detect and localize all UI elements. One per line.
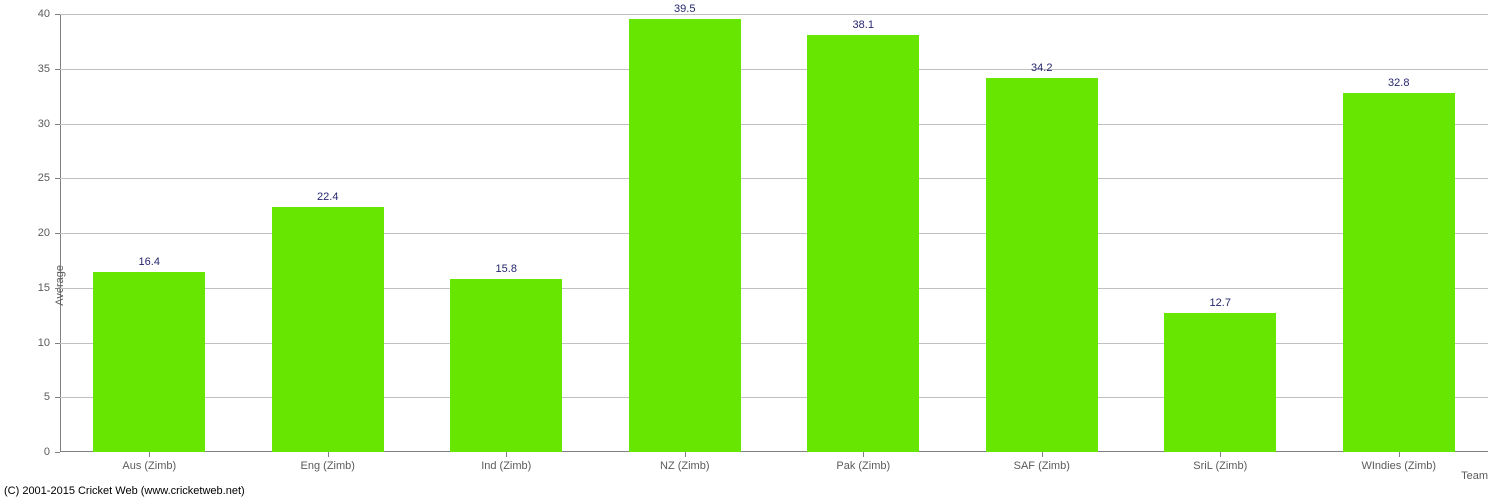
bar: 15.8 bbox=[450, 279, 562, 452]
x-tick-label: Ind (Zimb) bbox=[481, 452, 531, 472]
bar: 12.7 bbox=[1164, 313, 1276, 452]
plot-area: Average Team 051015202530354016.4Aus (Zi… bbox=[60, 14, 1488, 452]
y-tick-label: 5 bbox=[44, 391, 60, 403]
bar: 16.4 bbox=[93, 272, 205, 452]
y-tick-label: 30 bbox=[38, 118, 60, 130]
y-tick-label: 25 bbox=[38, 172, 60, 184]
bar-value-label: 15.8 bbox=[496, 263, 517, 279]
x-tick-label: Pak (Zimb) bbox=[836, 452, 890, 472]
x-tick-label: Aus (Zimb) bbox=[122, 452, 176, 472]
x-axis-title: Team bbox=[1461, 452, 1488, 482]
y-axis-title: Average bbox=[54, 233, 66, 306]
gridline bbox=[60, 124, 1488, 125]
bar-value-label: 16.4 bbox=[139, 256, 160, 272]
bar-value-label: 39.5 bbox=[674, 3, 695, 19]
bar: 32.8 bbox=[1343, 93, 1455, 452]
bar-value-label: 34.2 bbox=[1031, 62, 1052, 78]
bar-value-label: 32.8 bbox=[1388, 77, 1409, 93]
y-tick-label: 10 bbox=[38, 337, 60, 349]
x-tick-label: WIndies (Zimb) bbox=[1361, 452, 1436, 472]
y-tick-label: 35 bbox=[38, 63, 60, 75]
bar: 22.4 bbox=[272, 207, 384, 452]
y-tick-label: 0 bbox=[44, 446, 60, 458]
gridline bbox=[60, 69, 1488, 70]
y-tick-label: 15 bbox=[38, 282, 60, 294]
bar: 34.2 bbox=[986, 78, 1098, 452]
chart-container: Average Team 051015202530354016.4Aus (Zi… bbox=[0, 0, 1500, 500]
copyright-text: (C) 2001-2015 Cricket Web (www.cricketwe… bbox=[4, 485, 245, 497]
gridline bbox=[60, 178, 1488, 179]
x-tick-label: Eng (Zimb) bbox=[301, 452, 355, 472]
bar: 38.1 bbox=[807, 35, 919, 452]
x-tick-label: SriL (Zimb) bbox=[1193, 452, 1247, 472]
bar-value-label: 22.4 bbox=[317, 191, 338, 207]
x-tick-label: SAF (Zimb) bbox=[1014, 452, 1070, 472]
y-tick-label: 40 bbox=[38, 8, 60, 20]
y-tick-label: 20 bbox=[38, 227, 60, 239]
bar-value-label: 38.1 bbox=[853, 19, 874, 35]
x-tick-label: NZ (Zimb) bbox=[660, 452, 710, 472]
bar: 39.5 bbox=[629, 19, 741, 452]
gridline bbox=[60, 14, 1488, 15]
bar-value-label: 12.7 bbox=[1210, 297, 1231, 313]
